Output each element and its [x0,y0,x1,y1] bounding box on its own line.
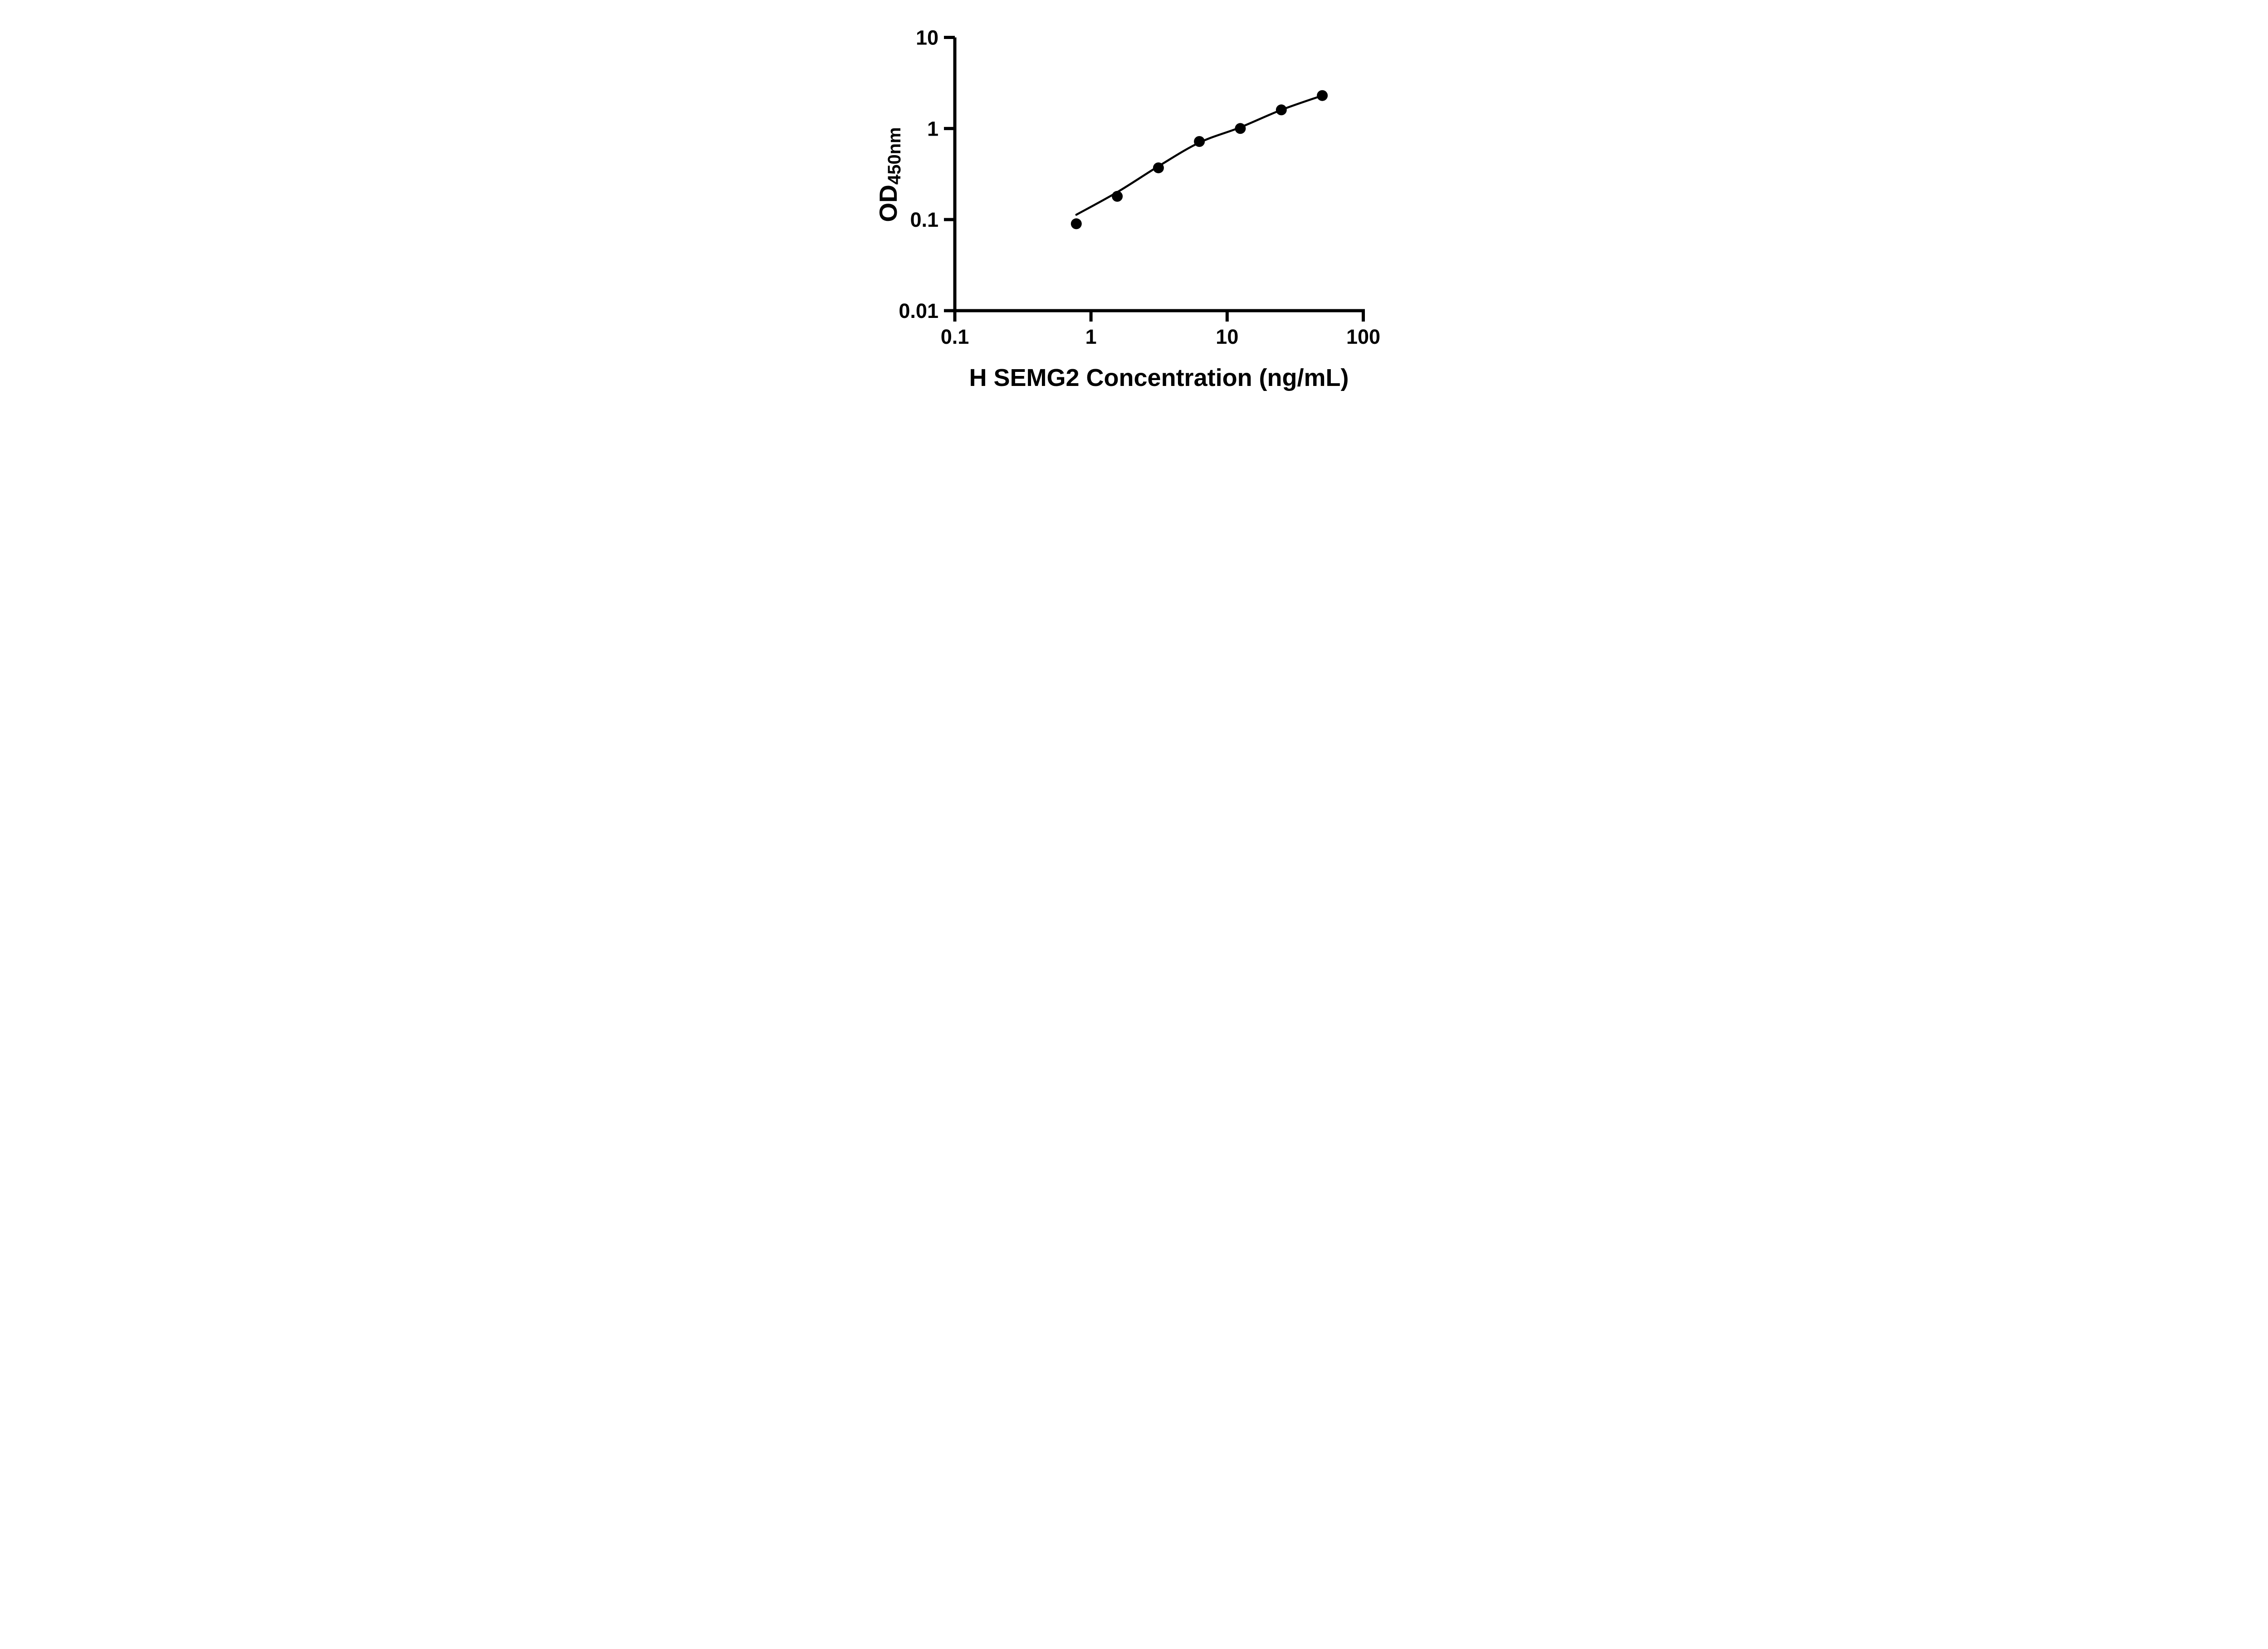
axis-ticks [943,36,1365,322]
y-axis-title: OD450nm [874,127,904,222]
data-point [1153,162,1164,174]
data-point [1193,136,1205,147]
data-point [1276,104,1287,116]
y-axis-title-subscript: 450nm [885,127,904,185]
x-axis-title: H SEMG2 Concentration (ng/mL) [969,364,1349,391]
data-point [1316,90,1328,101]
y-tick-label: 0.01 [899,299,938,322]
y-tick-label: 10 [915,26,938,49]
data-point [1111,190,1123,202]
y-axis-title-main: OD [874,185,902,222]
axes [953,37,1365,312]
x-tick-label: 1 [1085,325,1096,348]
data-point [1234,123,1246,134]
y-tick-label: 0.1 [910,208,938,231]
x-tick-label: 0.1 [940,325,969,348]
elisa-standard-curve-figure: 10 1 0.1 0.01 0.1 1 10 100 H SEMG2 Concentratio… [841,0,1427,412]
x-tick-label: 10 [1216,325,1238,348]
y-tick-label: 1 [927,117,938,140]
x-tick-label: 100 [1346,325,1380,348]
data-point [1070,218,1082,229]
data-points [1070,90,1328,229]
